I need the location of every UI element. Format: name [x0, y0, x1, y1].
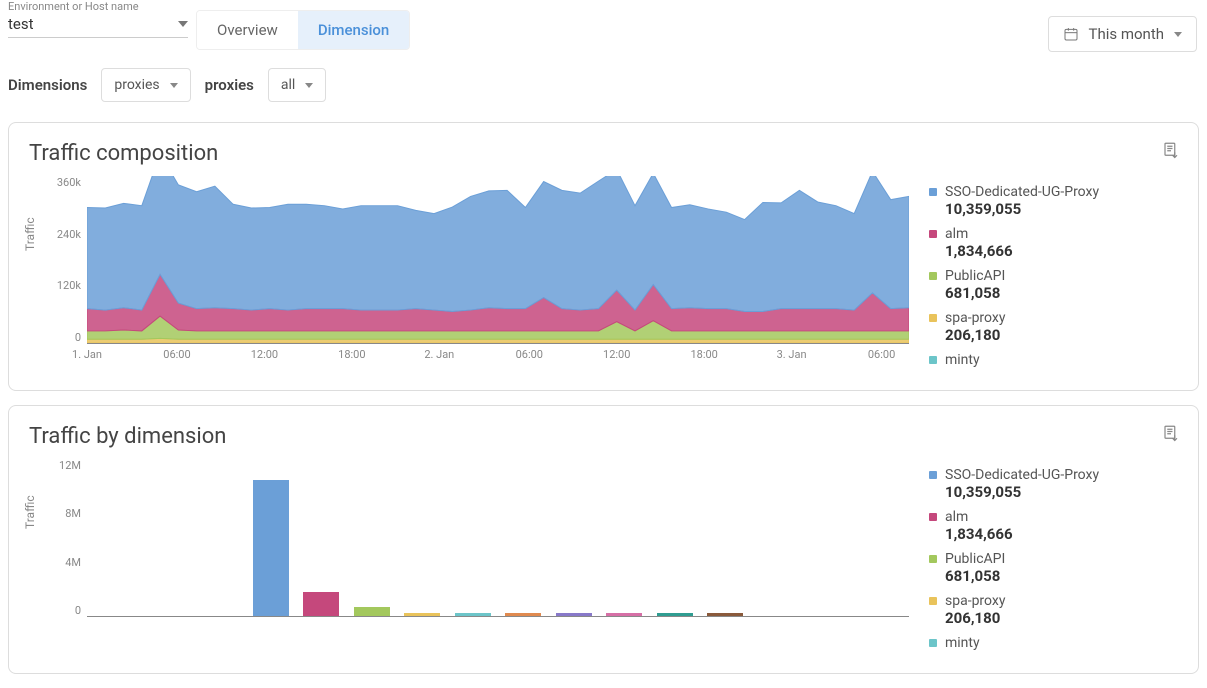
- proxies-dropdown-value: all: [281, 77, 295, 93]
- chevron-down-icon: [170, 83, 178, 88]
- export-icon[interactable]: [1162, 424, 1180, 442]
- legend-swatch: [929, 356, 937, 364]
- legend-swatch: [929, 513, 937, 521]
- x-ticks: 1. Jan06:0012:0018:002. Jan06:0012:0018:…: [87, 348, 909, 366]
- environment-select[interactable]: test: [8, 13, 188, 35]
- export-icon[interactable]: [1162, 141, 1180, 159]
- legend-swatch: [929, 272, 937, 280]
- y-axis-label: Traffic: [23, 495, 37, 529]
- bar[interactable]: [253, 480, 289, 616]
- chevron-down-icon: [1174, 32, 1182, 37]
- legend-item[interactable]: alm1,834,666: [929, 509, 1178, 543]
- date-range-label: This month: [1089, 25, 1164, 43]
- dimensions-dropdown[interactable]: proxies: [101, 68, 190, 102]
- legend-name: PublicAPI: [945, 268, 1005, 284]
- legend-name: SSO-Dedicated-UG-Proxy: [945, 467, 1099, 483]
- legend-item[interactable]: PublicAPI681,058: [929, 551, 1178, 585]
- y-axis-label: Traffic: [23, 217, 37, 251]
- panel-title: Traffic by dimension: [29, 424, 1178, 449]
- date-range-picker[interactable]: This month: [1048, 16, 1197, 52]
- y-ticks: 12M8M4M0: [41, 459, 81, 617]
- legend-value: 681,058: [945, 284, 1178, 302]
- legend-swatch: [929, 639, 937, 647]
- legend-swatch: [929, 555, 937, 563]
- legend-name: PublicAPI: [945, 551, 1005, 567]
- legend-value: 10,359,055: [945, 200, 1178, 218]
- dimensions-dropdown-value: proxies: [114, 77, 159, 93]
- legend-name: minty: [945, 635, 980, 651]
- legend-value: 206,180: [945, 609, 1178, 627]
- view-tabs: Overview Dimension: [196, 10, 410, 50]
- bar[interactable]: [505, 613, 541, 616]
- legend: SSO-Dedicated-UG-Proxy10,359,055 alm1,834…: [929, 459, 1178, 659]
- tab-overview[interactable]: Overview: [197, 11, 298, 49]
- traffic-composition-panel: Traffic composition Traffic 360k240k120k…: [8, 122, 1199, 391]
- chevron-down-icon: [305, 83, 313, 88]
- bar[interactable]: [606, 613, 642, 616]
- legend-value: 10,359,055: [945, 483, 1178, 501]
- bar[interactable]: [404, 613, 440, 616]
- legend-swatch: [929, 471, 937, 479]
- bar[interactable]: [354, 607, 390, 616]
- legend-name: alm: [945, 226, 968, 242]
- environment-value: test: [8, 15, 34, 33]
- legend-item[interactable]: spa-proxy206,180: [929, 593, 1178, 627]
- legend-name: spa-proxy: [945, 593, 1005, 609]
- calendar-icon: [1063, 26, 1079, 42]
- traffic-by-dimension-panel: Traffic by dimension Traffic 12M8M4M0 SS…: [8, 405, 1199, 674]
- legend-item[interactable]: spa-proxy206,180: [929, 310, 1178, 344]
- legend-item[interactable]: alm1,834,666: [929, 226, 1178, 260]
- chevron-down-icon: [178, 21, 188, 27]
- legend-value: 1,834,666: [945, 242, 1178, 260]
- legend-value: 681,058: [945, 567, 1178, 585]
- legend-swatch: [929, 314, 937, 322]
- legend-item[interactable]: SSO-Dedicated-UG-Proxy10,359,055: [929, 184, 1178, 218]
- bar[interactable]: [707, 613, 743, 616]
- bar-plot: [87, 459, 909, 617]
- bar-chart: Traffic 12M8M4M0: [29, 459, 909, 639]
- legend-swatch: [929, 188, 937, 196]
- legend-item[interactable]: minty: [929, 352, 1178, 368]
- dimensions-label: Dimensions: [8, 76, 87, 94]
- legend-name: minty: [945, 352, 980, 368]
- legend-item[interactable]: PublicAPI681,058: [929, 268, 1178, 302]
- legend-item[interactable]: SSO-Dedicated-UG-Proxy10,359,055: [929, 467, 1178, 501]
- legend-name: spa-proxy: [945, 310, 1005, 326]
- legend: SSO-Dedicated-UG-Proxy10,359,055 alm1,834…: [929, 176, 1178, 376]
- legend-name: alm: [945, 509, 968, 525]
- proxies-dropdown[interactable]: all: [268, 68, 326, 102]
- area-chart: Traffic 360k240k120k0 1. Jan06:0012:0018…: [29, 176, 909, 366]
- panel-title: Traffic composition: [29, 141, 1178, 166]
- bar[interactable]: [556, 613, 592, 616]
- proxies-label: proxies: [205, 76, 254, 94]
- bar[interactable]: [657, 613, 693, 616]
- legend-item[interactable]: minty: [929, 635, 1178, 651]
- legend-value: 206,180: [945, 326, 1178, 344]
- bar[interactable]: [303, 592, 339, 616]
- bar[interactable]: [455, 613, 491, 616]
- legend-swatch: [929, 230, 937, 238]
- y-ticks: 360k240k120k0: [41, 176, 81, 344]
- area-plot: [87, 176, 909, 344]
- legend-value: 1,834,666: [945, 525, 1178, 543]
- legend-swatch: [929, 597, 937, 605]
- environment-label: Environment or Host name: [8, 0, 188, 13]
- legend-name: SSO-Dedicated-UG-Proxy: [945, 184, 1099, 200]
- tab-dimension[interactable]: Dimension: [298, 11, 409, 49]
